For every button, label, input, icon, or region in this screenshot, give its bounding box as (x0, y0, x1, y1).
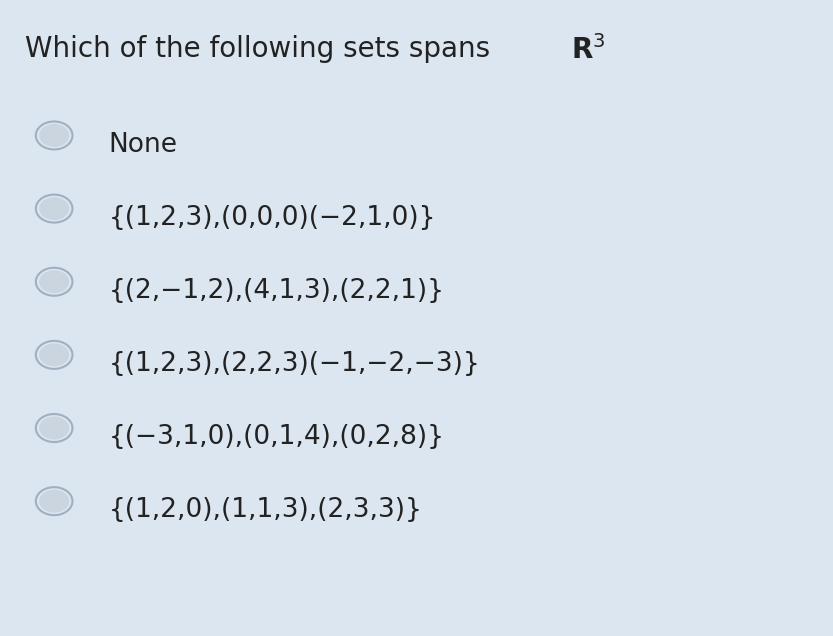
Circle shape (39, 490, 69, 513)
Text: None: None (108, 132, 177, 158)
Text: $\mathbf{R}^3$: $\mathbf{R}^3$ (571, 35, 605, 65)
Circle shape (39, 197, 69, 220)
Text: Which of the following sets spans: Which of the following sets spans (25, 35, 499, 63)
Circle shape (39, 270, 69, 293)
Circle shape (39, 417, 69, 439)
Text: {(1,2,3),(2,2,3)(−1,−2,−3)}: {(1,2,3),(2,2,3)(−1,−2,−3)} (108, 351, 480, 377)
Text: {(2,−1,2),(4,1,3),(2,2,1)}: {(2,−1,2),(4,1,3),(2,2,1)} (108, 278, 444, 304)
Text: {(1,2,3),(0,0,0)(−2,1,0)}: {(1,2,3),(0,0,0)(−2,1,0)} (108, 205, 436, 231)
Circle shape (39, 343, 69, 366)
Text: {(1,2,0),(1,1,3),(2,3,3)}: {(1,2,0),(1,1,3),(2,3,3)} (108, 497, 422, 523)
Text: {(−3,1,0),(0,1,4),(0,2,8)}: {(−3,1,0),(0,1,4),(0,2,8)} (108, 424, 444, 450)
Circle shape (39, 124, 69, 147)
